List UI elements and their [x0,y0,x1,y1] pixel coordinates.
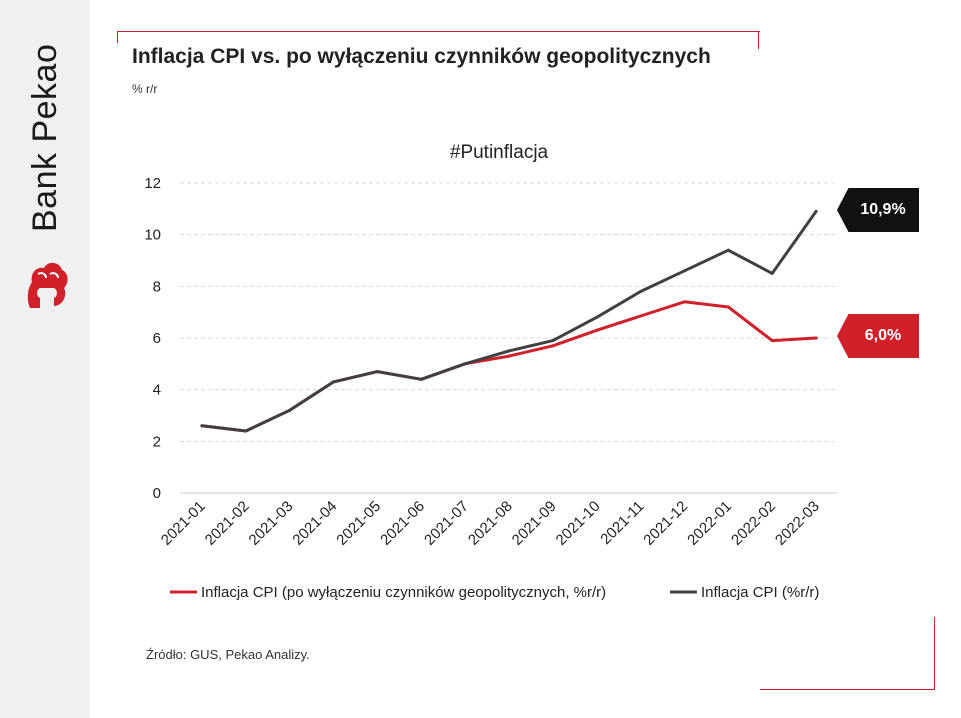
data-point [770,271,774,275]
brand-sidebar [0,0,90,718]
page-title: Inflacja CPI vs. po wyłączeniu czynników… [132,45,711,68]
y-tick-label: 0 [153,485,161,502]
x-tick-label: 2022-03 [772,498,823,549]
unit-label: % r/r [132,82,158,96]
legend-label: Inflacja CPI (po wyłączeniu czynników ge… [201,584,606,601]
data-point [507,349,511,353]
x-tick-label: 2021-10 [553,498,604,549]
data-point [639,290,643,293]
chart-title: #Putinflacja [450,142,549,163]
data-point [288,408,292,412]
x-tick-label: 2021-11 [597,498,647,548]
frame-bottom-tick [934,617,935,690]
frame-bottom-line [760,689,935,690]
y-tick-label: 4 [153,382,161,399]
pekao-logo-icon [27,262,68,308]
frame-top-tick [758,31,759,49]
x-tick-label: 2021-04 [289,498,340,549]
data-point [244,429,248,433]
y-tick-label: 12 [144,175,161,192]
series-line-1 [200,300,818,433]
y-tick-label: 2 [153,433,161,450]
x-tick-label: 2021-01 [158,498,209,549]
data-point [551,339,555,343]
data-point [595,315,599,319]
x-tick-label: 2021-07 [421,498,472,549]
x-tick-label: 2021-02 [202,498,253,549]
data-point [726,248,730,252]
y-tick-label: 10 [144,227,161,244]
x-tick-label: 2021-03 [246,498,297,549]
data-point [770,339,774,343]
data-point [375,370,379,374]
frame-accent [117,31,118,43]
x-tick-label: 2022-01 [684,498,735,549]
x-tick-label: 2021-12 [640,498,691,549]
data-point [814,336,818,340]
frame-top-line [118,31,760,32]
x-tick-label: 2021-05 [333,498,384,549]
data-point [595,328,599,332]
legend-label: Inflacja CPI (%r/r) [701,584,819,601]
data-point [200,424,204,428]
data-point [814,209,818,213]
x-tick-label: 2021-08 [465,498,516,549]
cpi-latest-badge: 10,9% [837,188,919,232]
x-tick-label: 2022-02 [728,498,779,549]
source-note: Źródło: GUS, Pekao Analizy. [146,647,310,662]
x-tick-label: 2021-09 [509,498,560,549]
data-point [551,344,555,348]
core-latest-badge: 6,0% [837,314,919,358]
data-point [463,362,467,366]
y-tick-label: 8 [153,278,161,295]
data-point [726,305,730,309]
data-point [682,269,686,273]
data-point [419,377,423,381]
data-point [682,300,686,304]
series-line-2 [200,209,818,433]
data-point [332,380,336,384]
x-tick-label: 2021-06 [377,498,428,549]
data-point [639,314,643,318]
data-point [507,354,511,358]
y-tick-label: 6 [153,330,161,347]
